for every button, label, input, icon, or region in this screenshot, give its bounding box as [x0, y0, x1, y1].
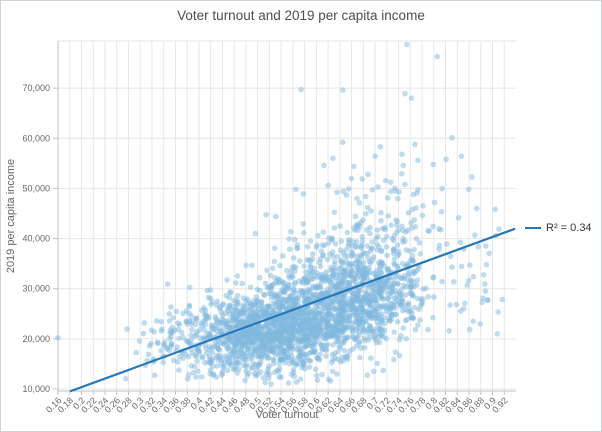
- y-tick-label: 40,000: [22, 234, 50, 244]
- trend-line: [69, 227, 516, 393]
- y-tick-label: 50,000: [22, 183, 50, 193]
- trend-line-legend-marker: [525, 227, 541, 229]
- y-tick-label: 10,000: [22, 384, 50, 394]
- y-tick-label: 30,000: [22, 284, 50, 294]
- chart-title: Voter turnout and 2019 per capita income: [177, 8, 425, 23]
- y-tick-label: 20,000: [22, 334, 50, 344]
- axes: [53, 41, 516, 395]
- y-tick-label: 60,000: [22, 133, 50, 143]
- y-tick-label: 70,000: [22, 83, 50, 93]
- x-axis-title: Voter turnout: [255, 409, 319, 421]
- legend-label: R² = 0.34: [546, 222, 592, 234]
- data-points: [55, 41, 506, 387]
- tick-labels: 0.160.180.20.220.240.260.280.30.320.340.…: [22, 83, 509, 415]
- legend: R² = 0.34: [525, 222, 592, 234]
